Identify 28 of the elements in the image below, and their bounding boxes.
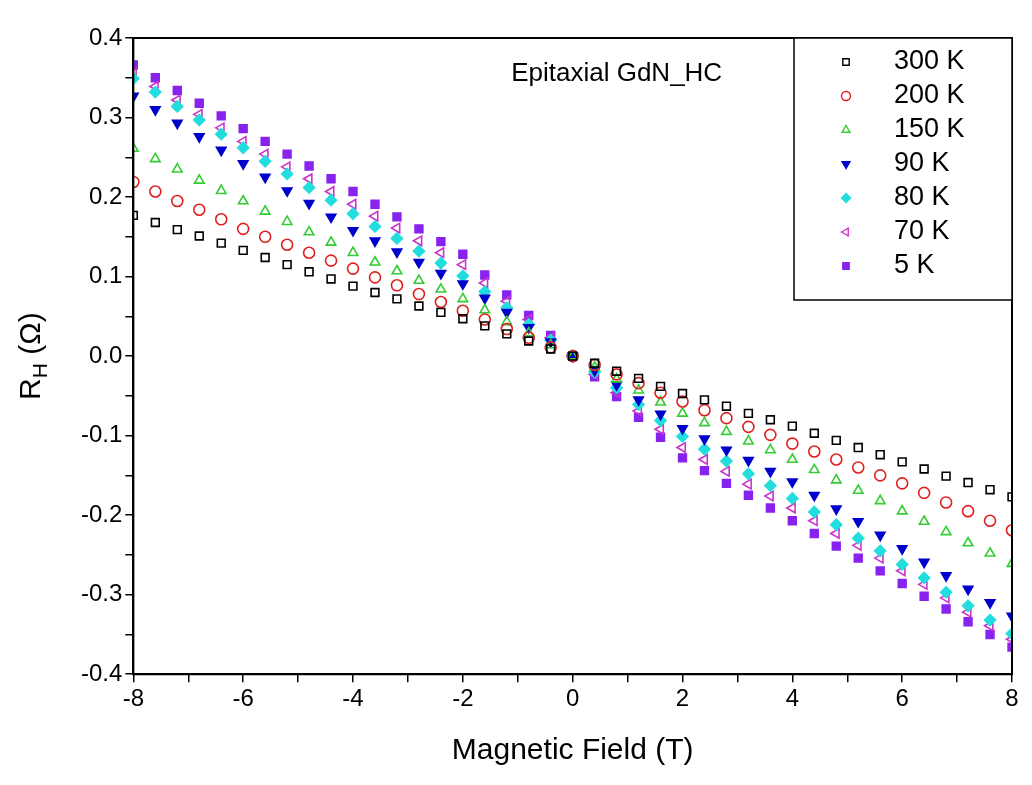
- x-tick-label: 4: [785, 684, 800, 712]
- y-axis-title: RH (Ω): [13, 312, 51, 400]
- x-tick-label: -6: [232, 684, 254, 712]
- x-tick-label: -4: [342, 684, 364, 712]
- legend-label: 80 K: [894, 181, 950, 212]
- annotation: Epitaxial GdN_HC: [511, 57, 723, 88]
- y-tick-label: 0.4: [88, 22, 123, 50]
- x-tick-label: 0: [566, 684, 580, 712]
- legend-label: 200 K: [894, 79, 965, 110]
- y-tick-label: 0.1: [88, 261, 123, 289]
- legend-label: 5 K: [894, 249, 935, 280]
- legend-label: 150 K: [894, 113, 965, 144]
- y-tick-label: 0.2: [88, 181, 123, 209]
- x-tick-label: 2: [675, 684, 690, 712]
- x-tick-label: -2: [452, 684, 474, 712]
- x-axis-title: Magnetic Field (T): [451, 732, 694, 766]
- y-tick-label: -0.3: [81, 579, 123, 607]
- y-tick-label: -0.2: [81, 499, 123, 527]
- x-tick-label: 6: [895, 684, 909, 712]
- legend-label: 300 K: [894, 45, 965, 76]
- legend-label: 90 K: [894, 147, 950, 178]
- y-tick-label: -0.4: [81, 658, 123, 686]
- legend-label: 70 K: [894, 215, 950, 246]
- y-tick-label: 0.3: [88, 102, 123, 130]
- y-tick-label: -0.1: [81, 420, 123, 448]
- x-tick-label: -8: [122, 684, 145, 712]
- x-tick-label: 8: [1005, 684, 1019, 712]
- y-tick-label: 0.0: [88, 340, 123, 368]
